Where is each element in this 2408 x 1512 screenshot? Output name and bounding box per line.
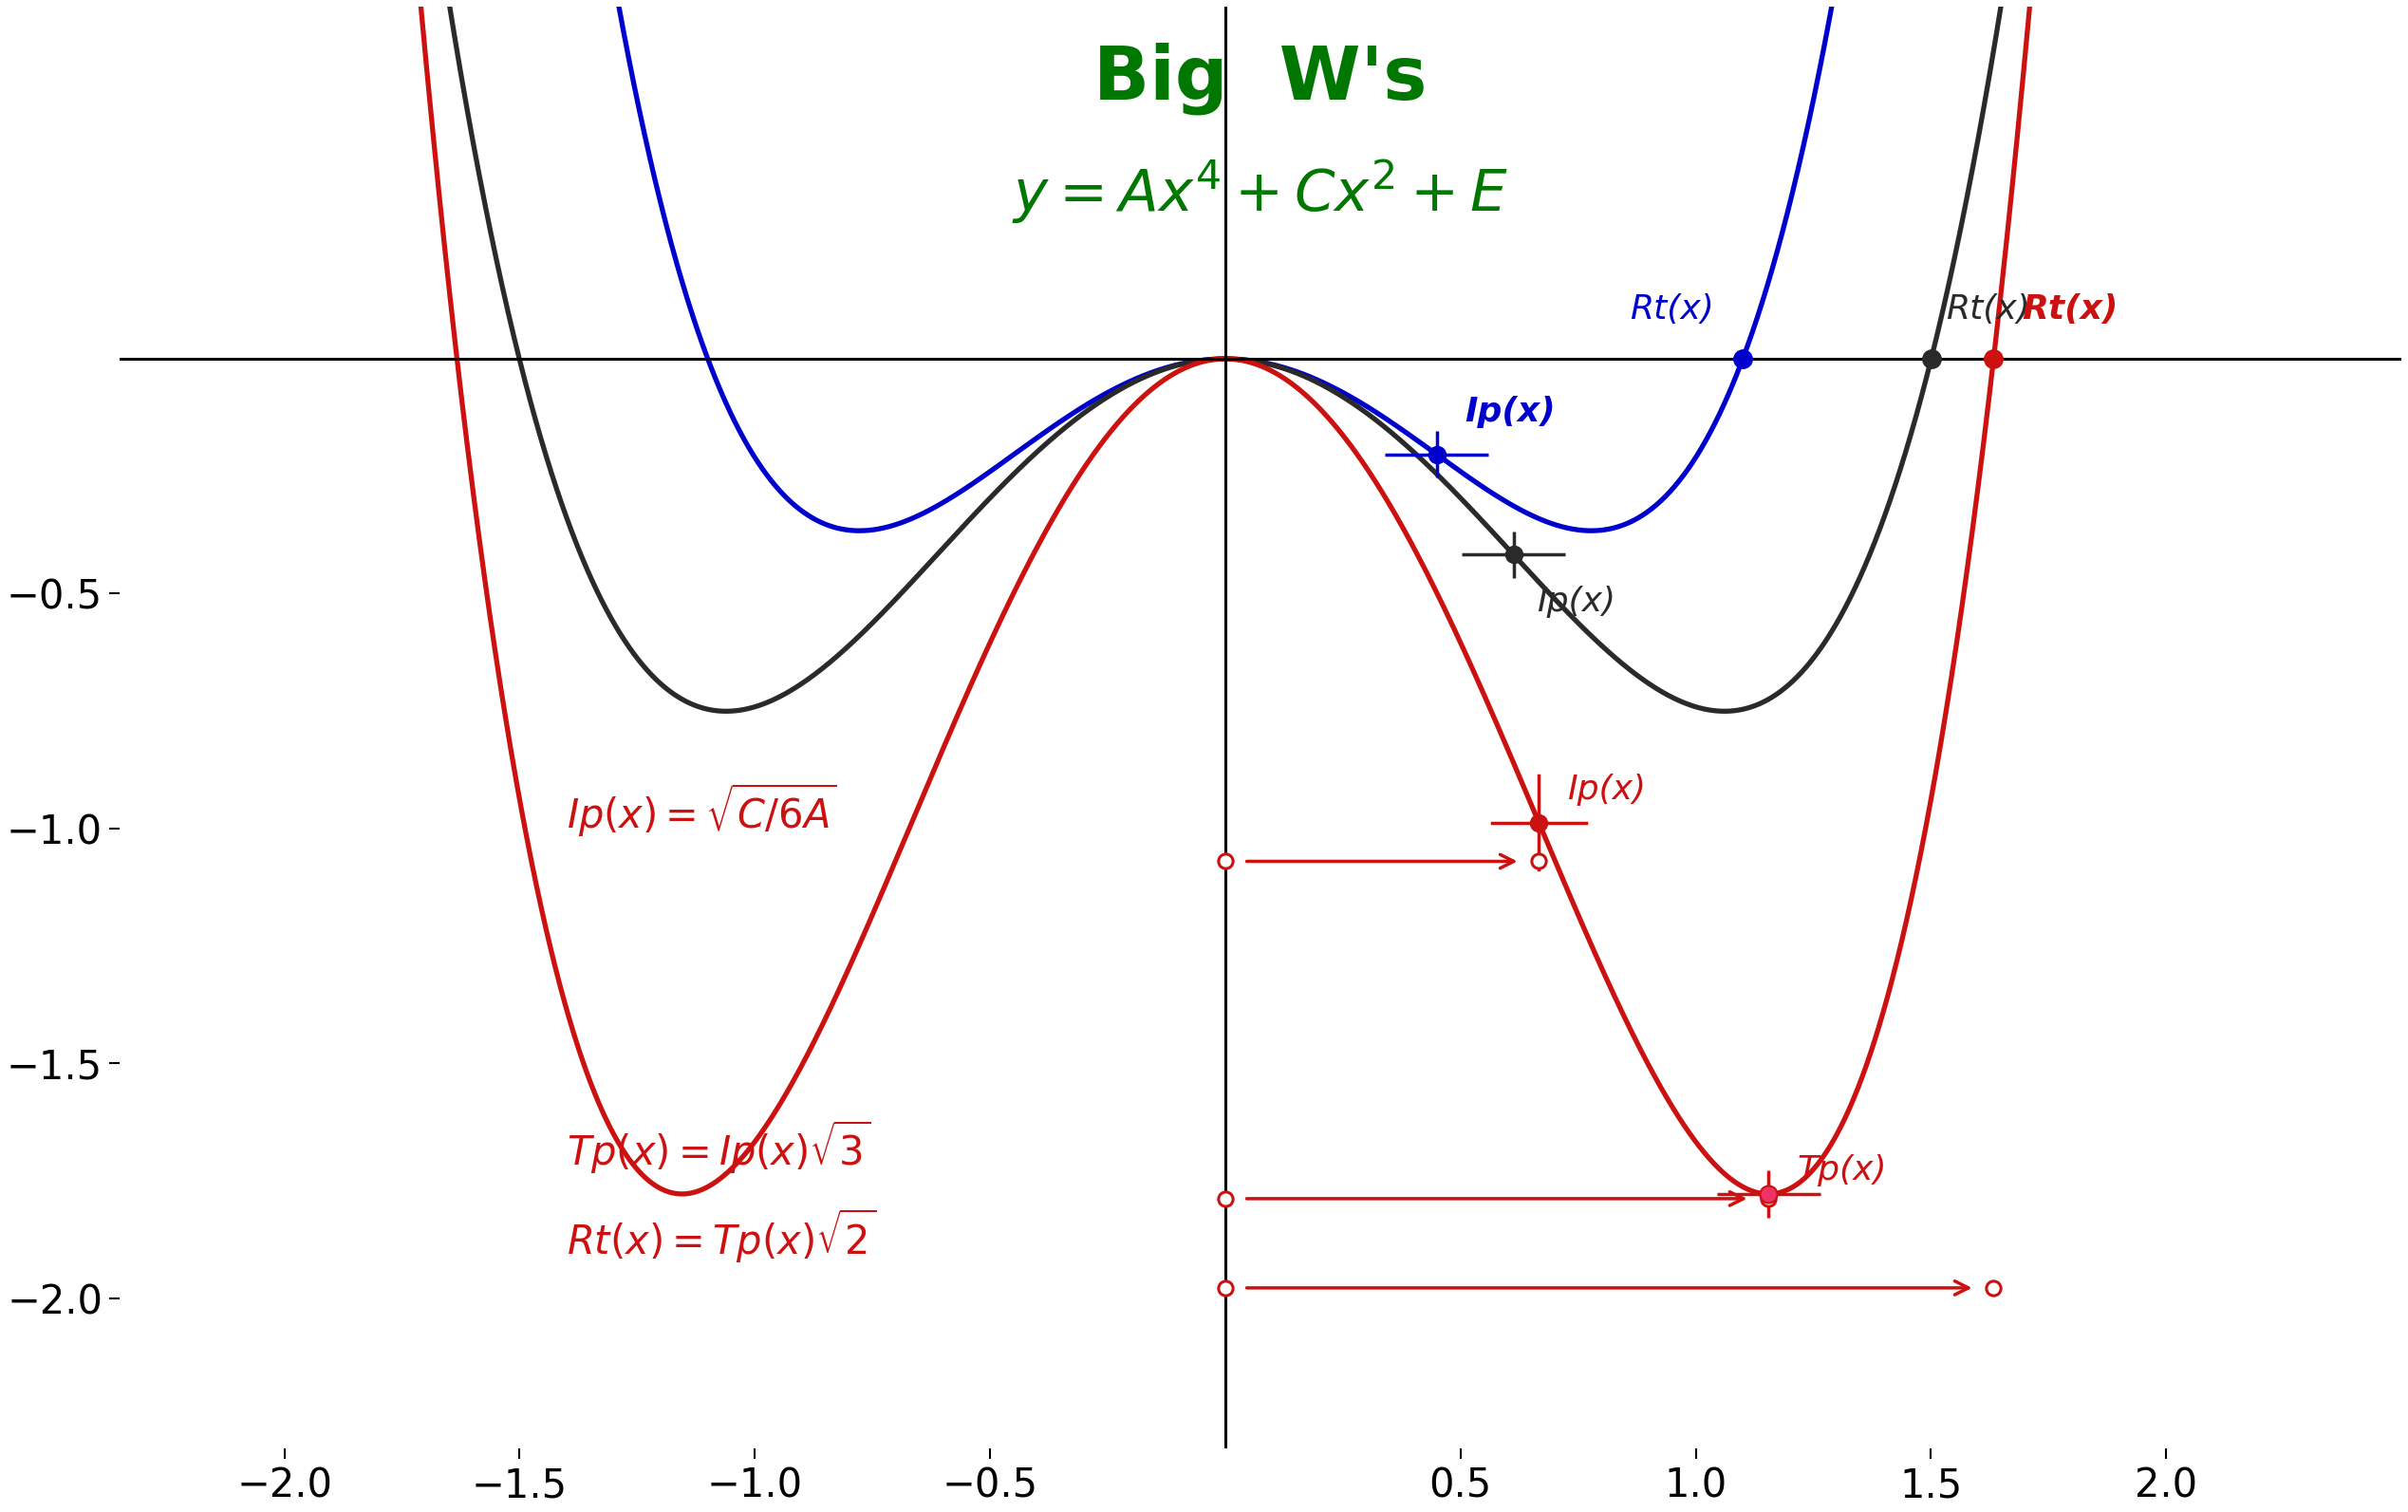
Text: Ip(x): Ip(x) [1536,585,1616,617]
Text: Rt(x): Rt(x) [1946,293,2030,325]
Text: Rt(x): Rt(x) [2023,293,2119,325]
Text: $y = Ax^4 + Cx^2 + E$: $y = Ax^4 + Cx^2 + E$ [1011,157,1510,225]
Text: Ip(x): Ip(x) [1464,396,1556,428]
Text: Big  W's: Big W's [1093,42,1428,115]
Text: Tp(x): Tp(x) [1796,1154,1885,1187]
Text: $Rt(x) = Tp(x)\sqrt{2}$: $Rt(x) = Tp(x)\sqrt{2}$ [566,1207,877,1266]
Text: $Ip(x) = \sqrt{C/6A}$: $Ip(x) = \sqrt{C/6A}$ [566,782,838,839]
Text: $Tp(x) = Ip(x)\sqrt{3}$: $Tp(x) = Ip(x)\sqrt{3}$ [566,1119,872,1176]
Text: Ip(x): Ip(x) [1568,774,1647,806]
Text: Rt(x): Rt(x) [1630,293,1714,325]
